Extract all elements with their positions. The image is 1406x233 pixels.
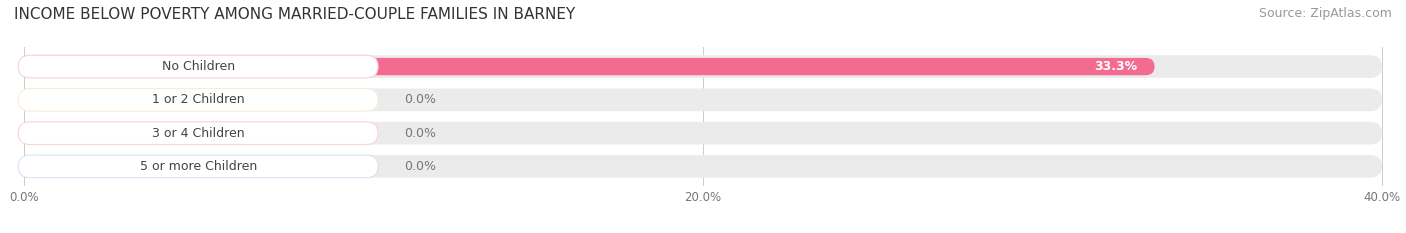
FancyBboxPatch shape [24, 91, 330, 109]
Text: 3 or 4 Children: 3 or 4 Children [152, 127, 245, 140]
Text: No Children: No Children [162, 60, 235, 73]
Text: 0.0%: 0.0% [405, 160, 436, 173]
FancyBboxPatch shape [24, 124, 330, 142]
FancyBboxPatch shape [24, 55, 1382, 78]
FancyBboxPatch shape [24, 155, 1382, 178]
Text: 0.0%: 0.0% [405, 127, 436, 140]
FancyBboxPatch shape [24, 89, 1382, 111]
Text: 33.3%: 33.3% [1094, 60, 1137, 73]
FancyBboxPatch shape [18, 89, 378, 111]
Text: INCOME BELOW POVERTY AMONG MARRIED-COUPLE FAMILIES IN BARNEY: INCOME BELOW POVERTY AMONG MARRIED-COUPL… [14, 7, 575, 22]
Text: Source: ZipAtlas.com: Source: ZipAtlas.com [1258, 7, 1392, 20]
Text: 1 or 2 Children: 1 or 2 Children [152, 93, 245, 106]
FancyBboxPatch shape [18, 55, 378, 78]
Text: 5 or more Children: 5 or more Children [139, 160, 257, 173]
FancyBboxPatch shape [18, 155, 378, 178]
FancyBboxPatch shape [24, 122, 1382, 144]
FancyBboxPatch shape [18, 122, 378, 144]
FancyBboxPatch shape [24, 158, 330, 175]
FancyBboxPatch shape [24, 58, 1154, 75]
Text: 0.0%: 0.0% [405, 93, 436, 106]
